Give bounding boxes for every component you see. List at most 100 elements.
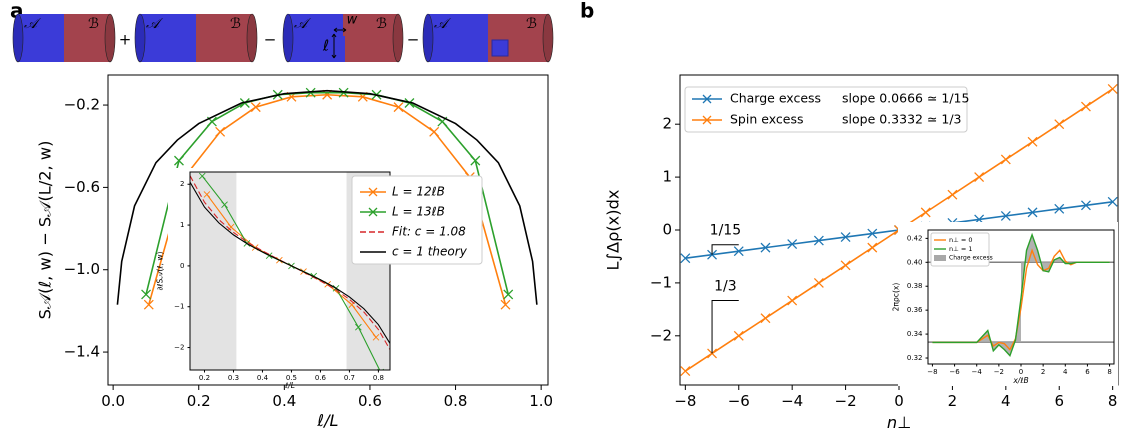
marker (840, 232, 851, 243)
slope-bracket (711, 244, 739, 255)
marker (733, 246, 744, 257)
legend-box (684, 86, 968, 133)
legend-label: n⊥ = 1 (949, 245, 973, 253)
y-tick-label: −1 (174, 303, 184, 311)
marker (867, 228, 878, 239)
marker (680, 253, 691, 264)
y-axis-label: S𝒜(ℓ, w) − S𝒜(L/2, w) (36, 141, 55, 320)
annotation: 1/3 (714, 279, 737, 295)
marker (1054, 203, 1065, 214)
marker (221, 201, 228, 208)
x-axis-label: ℓ/L (284, 381, 295, 390)
marker (429, 126, 440, 137)
y-tick-label: −2 (174, 344, 184, 352)
marker (393, 102, 404, 113)
marker (733, 330, 744, 341)
annotation: 1/15 (710, 223, 741, 239)
operator: + (119, 31, 132, 49)
y-tick-label: −1 (650, 273, 672, 291)
cylinder-end (422, 13, 434, 63)
legend-marker (702, 115, 712, 125)
y-tick-label: 2 (662, 115, 672, 133)
marker (707, 249, 718, 260)
marker (338, 87, 349, 98)
region-label: ℬ (376, 16, 387, 32)
y-axis-label: ∂ℓS𝒜(ℓ, w) (156, 251, 165, 290)
y-axis-label: 2πρc(x) (892, 283, 901, 312)
marker (813, 277, 824, 288)
legend-label: c = 1 theory (392, 245, 468, 259)
x-tick-label: 6 (1085, 368, 1090, 376)
legend-swatch (934, 255, 946, 261)
legend-label: n⊥ = 0 (949, 236, 973, 244)
x-tick-label: 0.2 (199, 374, 210, 382)
legend: L = 12ℓB L = 13ℓB Fit: c = 1.08 c = 1 theor… (351, 175, 483, 265)
cylinder-half-b (196, 14, 252, 62)
region-w (333, 36, 345, 62)
x-tick-label: 0 (894, 392, 904, 410)
y-tick-label: −1.0 (64, 260, 100, 278)
legend: n⊥ = 0n⊥ = 1 Charge excess (930, 232, 993, 267)
x-tick-label: 0.2 (187, 392, 211, 410)
marker (760, 313, 771, 324)
region-label: 𝒜 (24, 16, 41, 32)
marker (813, 235, 824, 246)
y-tick-label: −1.4 (64, 343, 100, 361)
y-tick-label: −0.6 (64, 178, 100, 196)
marker (840, 260, 851, 271)
legend-label: L = 13ℓB (392, 205, 445, 219)
y-tick-label: −0.2 (64, 96, 100, 114)
x-tick-label: −4 (781, 392, 803, 410)
legend-marker (368, 187, 378, 197)
series-line (190, 181, 390, 344)
x-tick-label: 0.3 (228, 374, 239, 382)
legend-label: Charge excess (949, 255, 993, 262)
cylinder-end (392, 13, 404, 63)
y-tick-label: 0.42 (907, 234, 923, 242)
marker (974, 172, 985, 183)
x-tick-label: 8 (1108, 392, 1118, 410)
legend-marker (702, 94, 712, 104)
region-label: 𝒜 (434, 16, 451, 32)
marker (503, 289, 514, 300)
operator: − (264, 31, 277, 49)
marker (1107, 83, 1118, 94)
series-line (116, 89, 538, 305)
cylinder-half-a (428, 14, 488, 62)
legend-note: slope 0.0666 ≃ 1/15 (842, 91, 969, 106)
marker (1080, 200, 1091, 211)
slope-bracket (711, 300, 739, 354)
x-tick-label: 0.0 (101, 392, 125, 410)
y-tick-label: 0.36 (907, 306, 923, 314)
cylinder-half-a (140, 14, 196, 62)
legend-label: Fit: c = 1.08 (392, 225, 466, 239)
marker (141, 289, 152, 300)
marker (1107, 196, 1118, 207)
marker (787, 295, 798, 306)
marker (1000, 154, 1011, 165)
marker (1080, 101, 1091, 112)
x-tick-label: −2 (994, 368, 1004, 376)
marker (305, 87, 316, 98)
legend-label: L = 12ℓB (392, 185, 445, 199)
cylinder-end (12, 13, 24, 63)
legend-box (351, 175, 483, 265)
marker (470, 155, 481, 166)
marker (1054, 119, 1065, 130)
operator: − (407, 31, 420, 49)
x-tick-label: 0.8 (373, 374, 384, 382)
region-label: ℬ (230, 16, 241, 32)
y-tick-label: 0.40 (907, 258, 923, 266)
cylinder-end (134, 13, 146, 63)
x-tick-label: 0.6 (315, 374, 327, 382)
legend-label: Charge excess (730, 91, 821, 106)
cylinder-half-b (64, 14, 110, 62)
marker (198, 172, 206, 180)
plot-area (928, 232, 1114, 357)
marker (322, 89, 333, 100)
cylinder-end (282, 13, 294, 63)
y-tick-label: −2 (650, 326, 672, 344)
